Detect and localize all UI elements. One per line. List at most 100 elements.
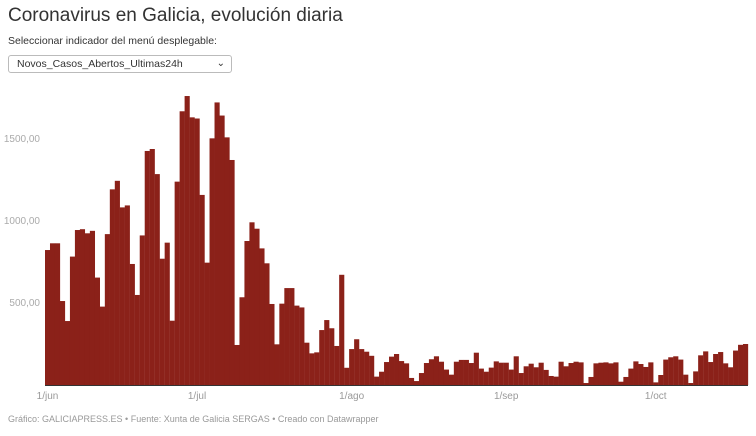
bar-12/oct (708, 362, 714, 385)
bar-12/jul (249, 222, 255, 385)
bar-24/sep (618, 381, 624, 385)
bar-2/jun (49, 243, 56, 385)
bar-3/sep (513, 356, 519, 385)
bar-11/jun (94, 277, 100, 385)
x-axis-ticks: 1/jun 1/jul 1/ago 1/sep 1/oct (37, 391, 667, 402)
bar-13/jun (104, 234, 110, 385)
bar-25/jun (164, 242, 170, 385)
bar-6/jun (69, 256, 76, 385)
bar-28/ago (483, 371, 489, 385)
bar-28/jul (329, 328, 335, 385)
bar-29/sep (643, 366, 649, 385)
bar-27/jun (174, 181, 180, 385)
bar-26/sep (628, 368, 634, 385)
indicator-dropdown[interactable]: Novos_Casos_Abertos_Ultimas24h ⌄ (8, 55, 232, 73)
chart-footer: Gráfico: GALICIAPRESS.ES • Fuente: Xunta… (8, 414, 379, 424)
bar-13/sep (563, 366, 569, 385)
bar-29/jun (184, 96, 190, 385)
x-tick-label: 1/jul (188, 391, 206, 402)
bar-18/oct (738, 344, 744, 385)
bar-3/jul (204, 262, 210, 385)
bar-18/sep (588, 376, 594, 385)
bar-15/jul (264, 263, 270, 385)
bar-21/sep (603, 362, 609, 385)
bar-24/ago (463, 359, 469, 385)
bar-7/sep (533, 367, 539, 385)
bar-21/jun (144, 150, 150, 385)
bar-11/jul (244, 241, 250, 385)
bar-1/sep (503, 362, 509, 385)
bar-29/jul (334, 345, 340, 385)
bar-14/sep (568, 363, 574, 385)
bar-23/sep (613, 362, 619, 385)
bar-27/jul (324, 320, 330, 385)
bar-28/sep (638, 364, 644, 385)
bar-11/oct (703, 351, 709, 385)
bar-6/oct (678, 359, 684, 385)
bar-4/oct (668, 357, 674, 385)
bar-23/jun (154, 174, 160, 385)
bar-21/ago (448, 374, 454, 385)
bar-26/jun (169, 320, 175, 385)
bar-12/jun (99, 306, 105, 385)
bar-10/jul (239, 297, 245, 385)
bar-18/jul (279, 303, 285, 385)
bar-23/jul (304, 342, 310, 385)
bar-2/oct (658, 375, 664, 385)
bar-20/jul (289, 288, 295, 385)
bar-25/sep (623, 376, 629, 385)
bar-14/ago (413, 381, 420, 385)
bar-19/sep (593, 363, 599, 385)
bar-19/oct (743, 344, 749, 385)
bar-11/sep (553, 376, 559, 385)
bar-16/ago (423, 363, 430, 385)
y-tick-label: 1500,00 (4, 134, 41, 145)
bar-9/ago (389, 356, 395, 385)
bar-8/sep (538, 362, 544, 385)
bar-12/sep (558, 361, 564, 385)
bar-10/oct (698, 355, 704, 385)
bar-7/jun (74, 230, 81, 385)
bar-4/jul (209, 138, 215, 385)
bar-27/sep (633, 361, 639, 385)
bar-8/jul (229, 159, 235, 385)
x-tick-label: 1/sep (494, 391, 519, 402)
x-tick-label: 1/ago (339, 391, 364, 402)
bar-12/ago (403, 363, 410, 385)
bar-20/ago (443, 369, 450, 385)
bar-4/sep (518, 373, 524, 385)
y-tick-label: 1000,00 (4, 216, 41, 227)
bar-5/ago (369, 355, 375, 385)
bar-9/jul (234, 344, 240, 385)
bar-23/ago (458, 359, 464, 385)
selector-label: Seleccionar indicador del menú desplegab… (8, 35, 217, 47)
bar-26/jul (319, 330, 325, 385)
bar-24/jul (309, 353, 315, 385)
bar-7/jul (224, 137, 230, 385)
bar-29/ago (488, 367, 494, 385)
bar-22/sep (608, 363, 614, 385)
bar-9/sep (543, 369, 549, 385)
bar-16/jul (269, 303, 275, 385)
bar-19/jun (134, 294, 140, 385)
bar-17/sep (583, 383, 589, 385)
x-tick-label: 1/oct (645, 391, 667, 402)
bar-5/jun (64, 321, 71, 385)
bar-13/ago (408, 377, 415, 385)
bar-13/jul (254, 228, 260, 385)
bar-7/ago (379, 371, 385, 385)
bar-20/jun (139, 235, 145, 385)
indicator-dropdown-value: Novos_Casos_Abertos_Ultimas24h (17, 58, 183, 70)
bar-25/jul (314, 352, 320, 385)
bar-2/ago (354, 339, 360, 385)
bar-14/jun (109, 189, 115, 385)
bar-3/ago (359, 349, 365, 385)
bar-10/sep (548, 375, 554, 385)
bar-22/jul (299, 307, 305, 385)
bar-3/jun (54, 243, 61, 385)
bar-17/jul (274, 344, 280, 385)
chart-title: Coronavirus en Galicia, evolución diaria (8, 5, 343, 26)
bar-chart: 500,00 1000,00 1500,00 1/jun 1/jul 1/ago 1/se… (4, 96, 749, 402)
bar-1/jun (45, 250, 51, 385)
bar-5/oct (673, 356, 679, 385)
